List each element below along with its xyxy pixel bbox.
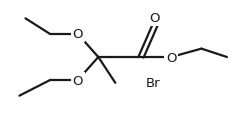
Text: O: O (72, 28, 83, 41)
Text: O: O (149, 12, 160, 25)
Text: O: O (166, 51, 176, 64)
Text: Br: Br (146, 77, 160, 89)
Text: O: O (72, 74, 83, 87)
